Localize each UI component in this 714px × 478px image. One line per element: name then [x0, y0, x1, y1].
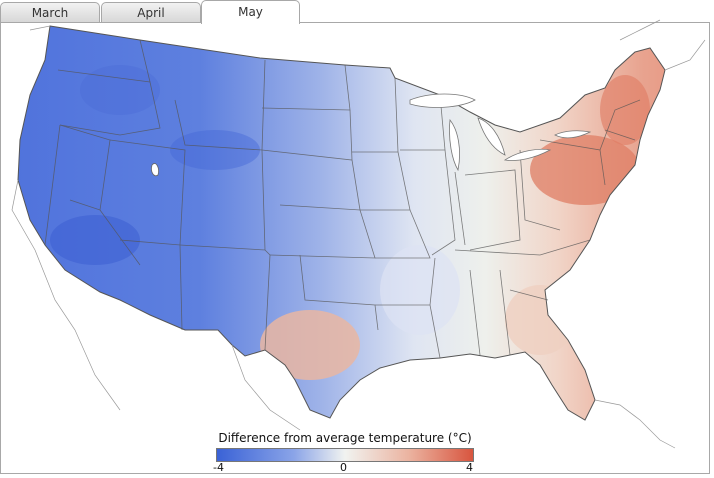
tab-march[interactable]: March [0, 2, 100, 23]
great-lakes [409, 93, 592, 172]
tab-april[interactable]: April [101, 2, 201, 23]
legend-max-label: 4 [466, 461, 473, 474]
legend-mid-label: 0 [340, 461, 347, 474]
great-salt-lake [151, 163, 159, 177]
legend-color-bar [216, 448, 474, 462]
us-outline [17, 25, 666, 421]
anomaly-fill [18, 26, 665, 420]
state-borders [44, 39, 641, 359]
legend-min-label: -4 [213, 461, 224, 474]
month-tabs: March April May [0, 0, 714, 24]
tab-may[interactable]: May [201, 0, 300, 24]
neighbour-coastlines [11, 19, 706, 449]
legend-title: Difference from average temperature (°C) [218, 431, 472, 445]
